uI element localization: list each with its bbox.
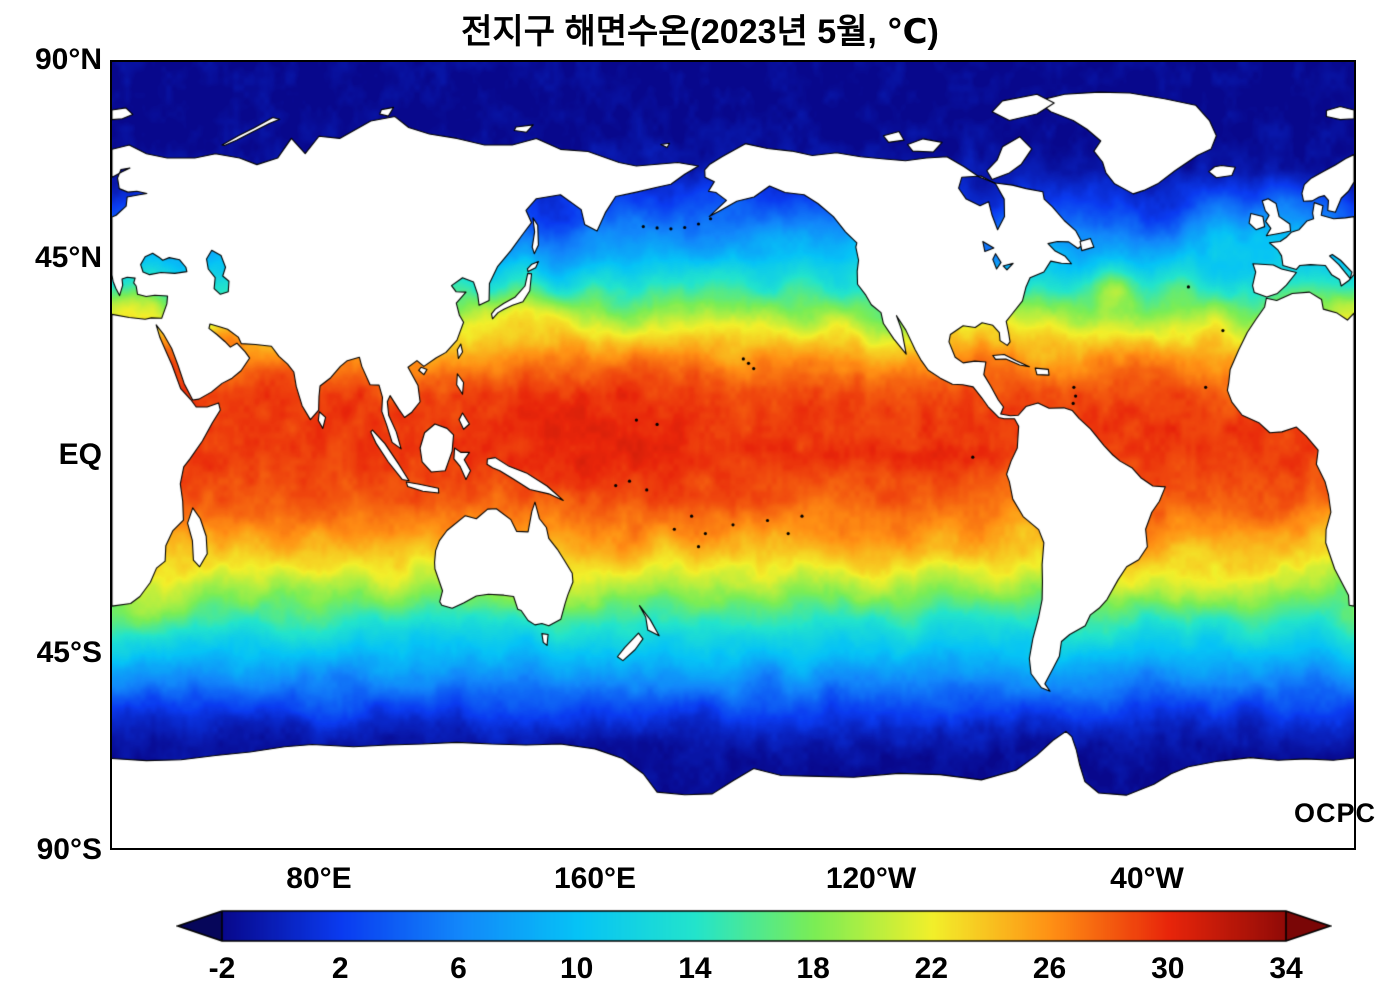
x-tick-label: 80°E: [286, 862, 352, 895]
colorbar-tick-label: 18: [796, 952, 830, 985]
colorbar-tick-label: -2: [208, 952, 236, 985]
colorbar-tick-label: 10: [559, 952, 594, 985]
colorbar-tick-label: 14: [678, 952, 712, 985]
colorbar-tick-label: 34: [1269, 952, 1303, 985]
map-frame: [110, 60, 1356, 850]
colorbar-tick-label: 30: [1151, 952, 1185, 985]
x-tick-label: 120°W: [825, 862, 917, 895]
colorbar-tick-label: 2: [331, 952, 349, 985]
colorbar-tick-label: 6: [450, 952, 467, 985]
y-tick-label: 90°S: [36, 833, 102, 866]
colorbar-tick-label: 22: [914, 952, 949, 985]
y-tick-label: 90°N: [34, 43, 102, 76]
y-tick-label: 45°N: [34, 240, 102, 274]
world-sst-map-canvas: [112, 62, 1354, 848]
x-tick-label: 160°E: [553, 862, 637, 895]
colorbar: [176, 908, 1332, 944]
y-tick-label: 45°S: [36, 635, 102, 669]
figure-title: 전지구 해면수온(2023년 5월, ℃): [461, 13, 939, 51]
colorbar-tick-label: 26: [1032, 952, 1067, 985]
y-tick-label: EQ: [58, 438, 102, 471]
ocpc-logo: OCPC: [1294, 798, 1377, 828]
x-tick-label: 40°W: [1110, 862, 1184, 895]
